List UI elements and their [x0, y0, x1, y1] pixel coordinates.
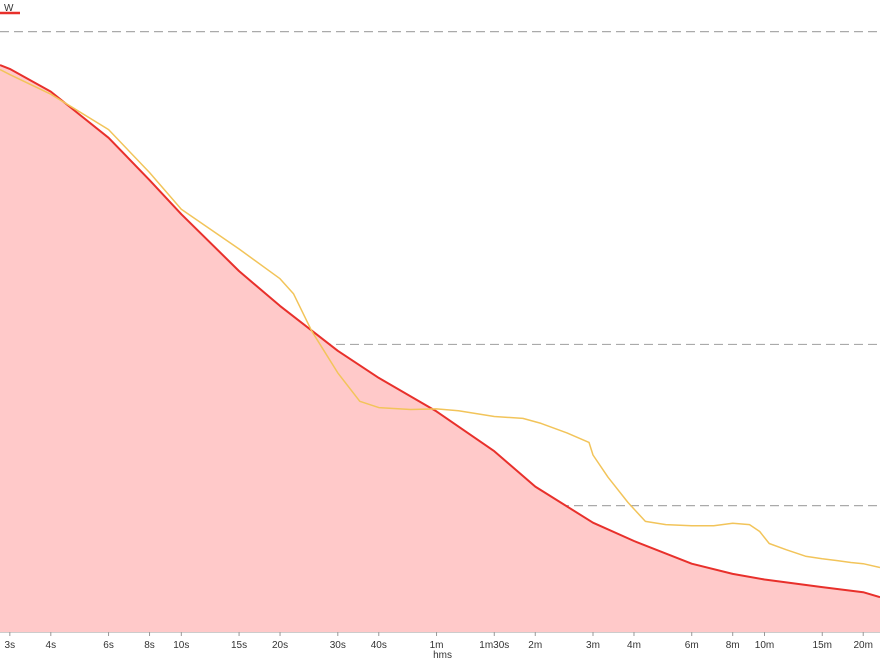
- legend[interactable]: W: [0, 3, 20, 15]
- x-axis-ticks: 3s 4s 6s 8s 10s 15s 20s 30s 40s 1m 1m30s 2m 3m 4m 6m 8m…: [0, 632, 880, 651]
- series-fill-0: [0, 65, 880, 633]
- x-tick-label-16: 10m: [755, 640, 774, 651]
- x-tick-label-7: 30s: [330, 640, 346, 651]
- legend-label-w: W: [4, 3, 14, 14]
- series-lines: [0, 64, 880, 599]
- x-tick-label-9: 1m: [430, 640, 444, 651]
- x-tick-label-10: 1m30s: [479, 640, 509, 651]
- x-tick-label-18: 20m: [853, 640, 872, 651]
- x-tick-label-2: 6s: [103, 640, 114, 651]
- x-tick-label-17: 15m: [813, 640, 832, 651]
- series-line-1: [0, 68, 880, 569]
- x-tick-label-0: 3s: [5, 640, 16, 651]
- x-tick-label-6: 20s: [272, 640, 288, 651]
- x-tick-label-14: 6m: [685, 640, 699, 651]
- x-tick-label-3: 8s: [144, 640, 155, 651]
- x-tick-label-4: 10s: [173, 640, 189, 651]
- x-axis-title: hms: [433, 650, 452, 660]
- x-tick-label-12: 3m: [586, 640, 600, 651]
- series-area: [0, 65, 880, 633]
- x-tick-label-8: 40s: [371, 640, 387, 651]
- x-tick-label-1: 4s: [46, 640, 57, 651]
- x-tick-label-15: 8m: [726, 640, 740, 651]
- series-line-0: [0, 64, 880, 599]
- x-tick-label-11: 2m: [528, 640, 542, 651]
- x-tick-label-13: 4m: [627, 640, 641, 651]
- x-tick-label-5: 15s: [231, 640, 247, 651]
